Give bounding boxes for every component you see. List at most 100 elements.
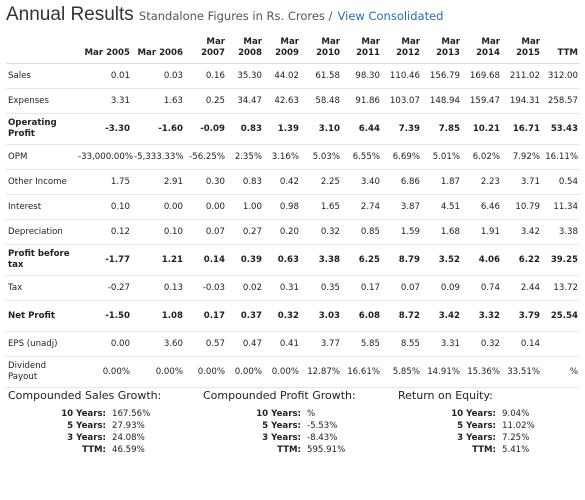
cell: 7.39	[382, 113, 422, 145]
column-header: TTM	[542, 34, 580, 64]
cell: 0.00	[185, 194, 227, 220]
cell: 3.60	[132, 331, 185, 357]
cell: 1.59	[382, 219, 422, 245]
table-row: Interest 0.10 0.00 0.00 1.00 0.98 1.65 2.74 3.87…	[6, 194, 580, 220]
cell: 16.61%	[342, 356, 382, 388]
table-row: Sales 0.01 0.03 0.16 35.30 44.02 61.58 98.30 110…	[6, 63, 580, 89]
cell: 211.02	[502, 63, 542, 89]
cell: 6.44	[342, 113, 382, 145]
cell: 6.02%	[462, 144, 502, 170]
cell: -1.60	[132, 113, 185, 145]
cell: 0.47	[227, 331, 264, 357]
panel-row: 10 Years: 9.04%	[398, 408, 585, 420]
table-row: Profit before tax -1.77 1.21 0.14 0.39 0.63 3.…	[6, 244, 580, 276]
cell: 53.43	[542, 113, 580, 145]
panel-value: 5.41%	[502, 445, 530, 455]
cell: 91.86	[342, 88, 382, 114]
cell: 0.25	[185, 88, 227, 114]
view-consolidated-link[interactable]: View Consolidated	[337, 9, 444, 23]
cell: 0.17	[342, 275, 382, 301]
panel-value: 167.56%	[112, 409, 151, 419]
cell: 3.52	[422, 244, 462, 276]
panel-row: 5 Years: -5.53%	[203, 420, 393, 432]
cell: 2.91	[132, 169, 185, 195]
cell: 3.77	[301, 331, 342, 357]
panel-label: TTM:	[472, 445, 496, 455]
panel-label: 5 Years:	[457, 421, 496, 431]
cell: 0.27	[227, 219, 264, 245]
cell: 6.55%	[342, 144, 382, 170]
column-header: Mar 2014	[462, 34, 502, 64]
cell: 0.02	[227, 275, 264, 301]
column-header: Mar 2005	[76, 34, 132, 64]
cell: 3.16%	[264, 144, 301, 170]
cell: 3.31	[422, 331, 462, 357]
cell: 8.79	[382, 244, 422, 276]
column-header: Mar 2010	[301, 34, 342, 64]
row-label: Profit before tax	[6, 244, 76, 276]
table-row: EPS (unadj) 0.00 3.60 0.57 0.47 0.41 3.77 5.85 8…	[6, 331, 580, 357]
cell: -1.50	[76, 300, 132, 332]
cell: 16.71	[502, 113, 542, 145]
cell: 2.44	[502, 275, 542, 301]
table-row: Net Profit -1.50 1.08 0.17 0.37 0.32 3.03 6.08 8…	[6, 300, 580, 332]
cell: 2.74	[342, 194, 382, 220]
row-label: Net Profit	[6, 300, 76, 332]
cell: 3.10	[301, 113, 342, 145]
cell: 258.57	[542, 88, 580, 114]
cell: 0.31	[264, 275, 301, 301]
cell: 3.42	[502, 219, 542, 245]
cell: -1.77	[76, 244, 132, 276]
cell: 3.32	[462, 300, 502, 332]
table-row: Tax -0.27 0.13 -0.03 0.02 0.31 0.35 0.17 0.07 0.0…	[6, 275, 580, 301]
cell: 103.07	[382, 88, 422, 114]
row-label: EPS (unadj)	[6, 331, 76, 357]
panel-row: TTM: 595.91%	[203, 444, 393, 456]
cell: 0.00	[76, 331, 132, 357]
cell: 3.38	[301, 244, 342, 276]
cell: 0.09	[422, 275, 462, 301]
cell: 0.14	[185, 244, 227, 276]
table-row: Expenses 3.31 1.63 0.25 34.47 42.63 58.48 91.86…	[6, 88, 580, 114]
row-label: Dividend Payout	[6, 356, 76, 388]
table-row: Operating Profit -3.30 -1.60 -0.09 0.83 1.39 3…	[6, 113, 580, 145]
cell: 6.25	[342, 244, 382, 276]
cell: 3.40	[342, 169, 382, 195]
column-header: Mar 2013	[422, 34, 462, 64]
panel-label: TTM:	[277, 445, 301, 455]
cell: 5.01%	[422, 144, 462, 170]
cell: 2.35%	[227, 144, 264, 170]
column-header: Mar 2009	[264, 34, 301, 64]
cell: 0.00%	[132, 356, 185, 388]
cell: 1.63	[132, 88, 185, 114]
cell: 2.25	[301, 169, 342, 195]
cell: 1.68	[422, 219, 462, 245]
panel-label: 5 Years:	[262, 421, 301, 431]
cell: 5.03%	[301, 144, 342, 170]
cell: 3.31	[76, 88, 132, 114]
cell: -5,333.33%	[132, 144, 185, 170]
cell: 0.98	[264, 194, 301, 220]
panel-row: 5 Years: 11.02%	[398, 420, 585, 432]
panel-label: 3 Years:	[67, 433, 106, 443]
cell: 10.21	[462, 113, 502, 145]
cell: 3.38	[542, 219, 580, 245]
panel-title: Compounded Profit Growth:	[203, 389, 356, 402]
panel-title: Return on Equity:	[398, 389, 493, 402]
panel-value: 24.08%	[112, 433, 145, 443]
cell: 0.10	[76, 194, 132, 220]
cell: 0.00%	[264, 356, 301, 388]
cell: -0.03	[185, 275, 227, 301]
panel-row: TTM: 5.41%	[398, 444, 585, 456]
cell: 3.03	[301, 300, 342, 332]
cell: 33.51%	[502, 356, 542, 388]
column-header: Mar 2006	[132, 34, 185, 64]
title: Annual Results	[6, 4, 134, 25]
cell: -0.27	[76, 275, 132, 301]
header-cell	[6, 34, 76, 64]
cell: 8.72	[382, 300, 422, 332]
cell: 61.58	[301, 63, 342, 89]
stat-panel: Compounded Sales Growth: 10 Years: 167.56%…	[8, 389, 198, 456]
cell: 0.83	[227, 169, 264, 195]
cell: 6.22	[502, 244, 542, 276]
